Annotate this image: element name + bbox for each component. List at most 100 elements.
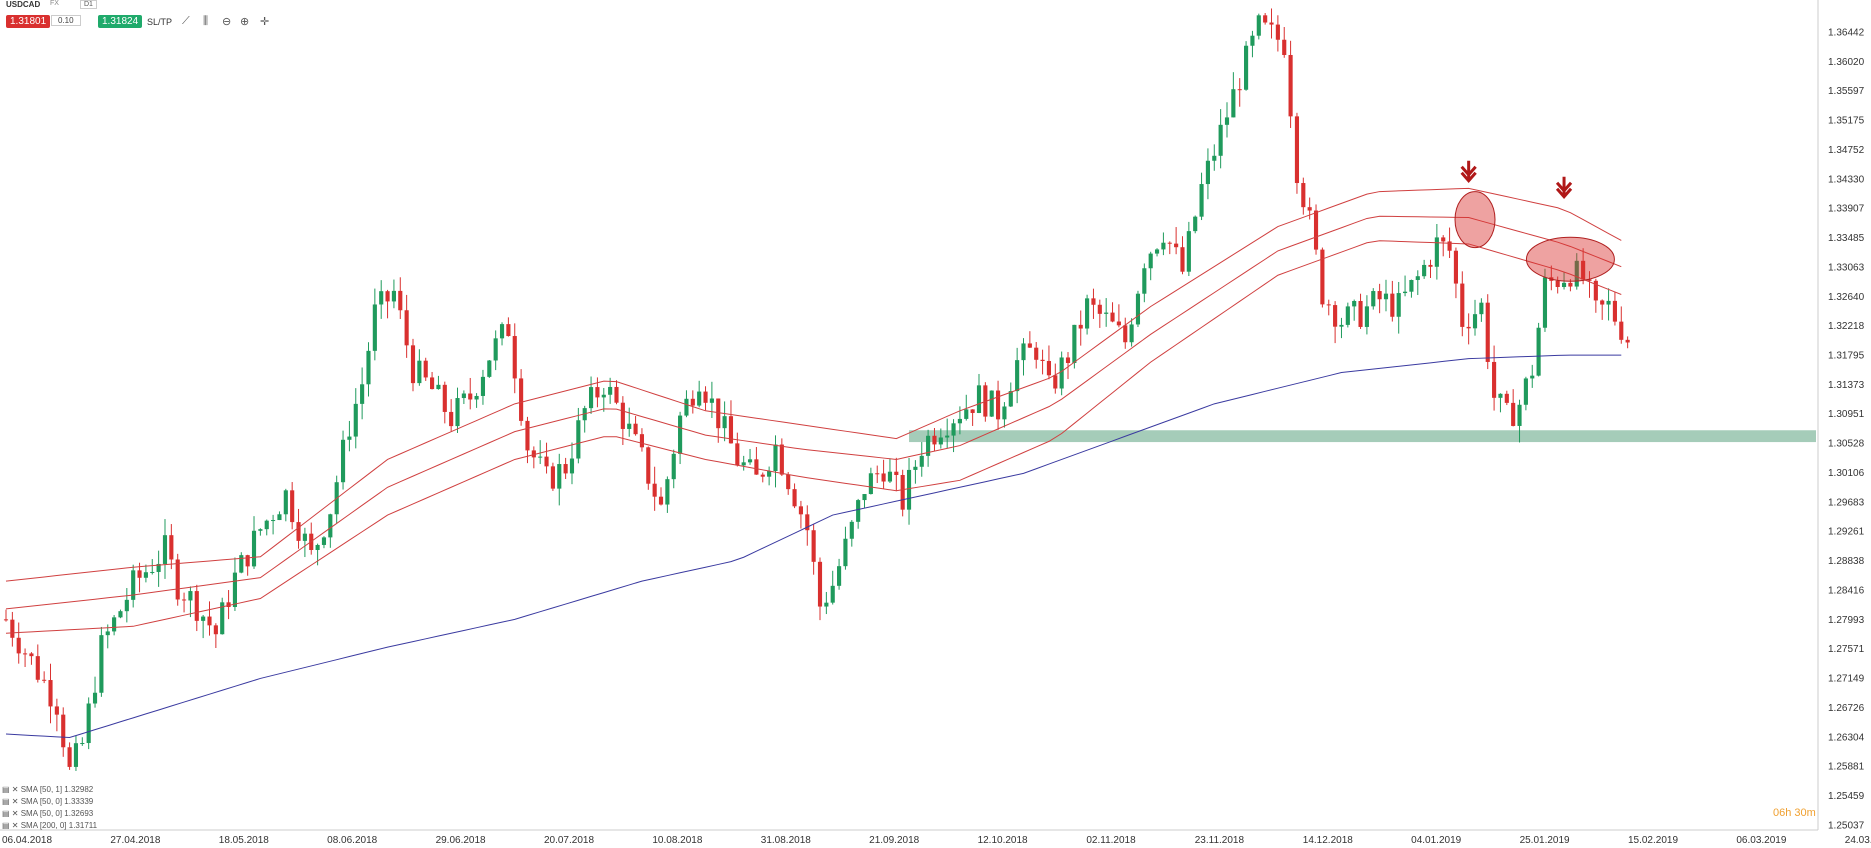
candle-body xyxy=(684,398,689,416)
candle-body xyxy=(786,474,791,490)
candle-body xyxy=(1154,249,1160,254)
x-tick-label: 10.08.2018 xyxy=(652,835,702,846)
candle-body xyxy=(347,436,352,440)
down-arrow-icon xyxy=(1555,176,1573,200)
y-tick-label: 1.29261 xyxy=(1828,527,1865,538)
candle-body xyxy=(601,394,606,398)
y-tick-label: 1.31795 xyxy=(1828,351,1865,362)
candle-body xyxy=(633,423,638,435)
buy-button[interactable]: 1.31824 xyxy=(98,15,143,28)
y-tick-label: 1.34752 xyxy=(1828,145,1865,156)
candle-body xyxy=(226,602,231,607)
candle-body xyxy=(353,403,358,437)
candle-body xyxy=(442,384,447,412)
y-tick-label: 1.32640 xyxy=(1828,292,1865,303)
zoom-out-icon[interactable]: ⊖ xyxy=(222,16,232,28)
legend-item[interactable]: ▤ ✕ SMA [200, 0] 1.31711 xyxy=(2,821,98,830)
lot-size-input[interactable]: 0.10 xyxy=(51,15,81,26)
candle-body xyxy=(137,570,142,578)
candle-body xyxy=(1498,393,1503,398)
candle-body xyxy=(550,466,555,489)
candle-body xyxy=(16,637,21,654)
candle-body xyxy=(1447,241,1452,251)
x-tick-label: 12.10.2018 xyxy=(978,835,1028,846)
legend-item[interactable]: ▤ ✕ SMA [50, 0] 1.32693 xyxy=(2,809,94,818)
x-tick-label: 06.03.2019 xyxy=(1736,835,1786,846)
candle-body xyxy=(1269,22,1274,25)
timeframe-select[interactable]: D1 xyxy=(80,0,97,9)
candle-body xyxy=(1307,207,1312,211)
candle-body xyxy=(385,291,390,302)
candle-body xyxy=(493,338,498,361)
candle-body xyxy=(595,387,600,398)
candle-body xyxy=(1466,326,1471,329)
candle-body xyxy=(1301,183,1306,208)
candle-body xyxy=(92,692,98,704)
y-tick-label: 1.33063 xyxy=(1828,262,1865,273)
candle-body xyxy=(970,409,975,413)
candle-body xyxy=(1377,291,1382,300)
candle-body xyxy=(792,489,797,507)
candle-body xyxy=(10,619,15,638)
y-tick-label: 1.26726 xyxy=(1828,703,1865,714)
candle-body xyxy=(576,420,581,459)
legend-item[interactable]: ▤ ✕ SMA [50, 0] 1.33339 xyxy=(2,797,94,806)
candle-body xyxy=(620,402,625,429)
sma-line-2 xyxy=(5,240,1622,634)
candle-body xyxy=(900,475,905,510)
candle-body xyxy=(728,416,734,444)
candle-body xyxy=(271,520,276,522)
candle-body xyxy=(1065,357,1071,364)
x-tick-label: 18.05.2018 xyxy=(219,835,269,846)
sma-line-1 xyxy=(5,215,1622,610)
candle-body xyxy=(1256,15,1261,36)
support-zone xyxy=(909,430,1816,443)
candle-body xyxy=(264,520,269,530)
candle-body xyxy=(1218,124,1223,156)
candle-body xyxy=(1441,237,1446,242)
candle-body xyxy=(1091,298,1096,305)
candle-body xyxy=(175,559,180,600)
candle-body xyxy=(1282,39,1287,55)
legend-item[interactable]: ▤ ✕ SMA [50, 1] 1.32982 xyxy=(2,785,94,794)
candle-body xyxy=(722,416,727,429)
candle-body xyxy=(1574,260,1579,287)
candle-body xyxy=(1511,402,1516,426)
candle-body xyxy=(1542,277,1548,328)
sell-button[interactable]: 1.31801 xyxy=(6,15,51,28)
candle-body xyxy=(67,747,72,767)
candle-body xyxy=(849,521,854,539)
crosshair-icon[interactable]: ✛ xyxy=(260,16,270,28)
zoom-in-icon[interactable]: ⊕ xyxy=(240,16,250,28)
symbol-label[interactable]: USDCAD xyxy=(6,0,41,9)
candle-body xyxy=(1313,210,1319,250)
y-tick-label: 1.27571 xyxy=(1828,644,1865,655)
y-tick-label: 1.30106 xyxy=(1828,468,1865,479)
indicator-legend: ▤ ✕ SMA [50, 1] 1.32982 ▤ ✕ SMA [50, 0] … xyxy=(2,784,97,832)
candle-body xyxy=(938,437,943,445)
y-tick-label: 1.36442 xyxy=(1828,27,1865,38)
candles-icon[interactable]: ⫼ xyxy=(203,15,209,27)
x-tick-label: 15.02.2019 xyxy=(1628,835,1678,846)
candle-body xyxy=(42,679,47,681)
candle-body xyxy=(1625,339,1630,343)
y-tick-label: 1.36020 xyxy=(1828,57,1865,68)
candle-body xyxy=(779,444,784,475)
candle-body xyxy=(194,591,199,621)
candle-body xyxy=(1371,291,1376,307)
candle-body xyxy=(430,377,435,390)
sltp-button[interactable]: SL/TP xyxy=(147,17,173,27)
candle-body xyxy=(894,471,899,476)
line-chart-icon[interactable]: ⟋ xyxy=(182,15,190,27)
y-tick-label: 1.27993 xyxy=(1828,615,1865,626)
candle-body xyxy=(773,444,778,472)
highlight-ellipse xyxy=(1454,191,1496,249)
candle-body xyxy=(1040,359,1045,361)
candle-body xyxy=(258,529,263,531)
candle-body xyxy=(563,464,568,474)
y-tick-label: 1.29683 xyxy=(1828,497,1865,508)
candle-body xyxy=(945,435,950,438)
candle-body xyxy=(1046,360,1052,376)
candle-body xyxy=(1161,242,1166,250)
